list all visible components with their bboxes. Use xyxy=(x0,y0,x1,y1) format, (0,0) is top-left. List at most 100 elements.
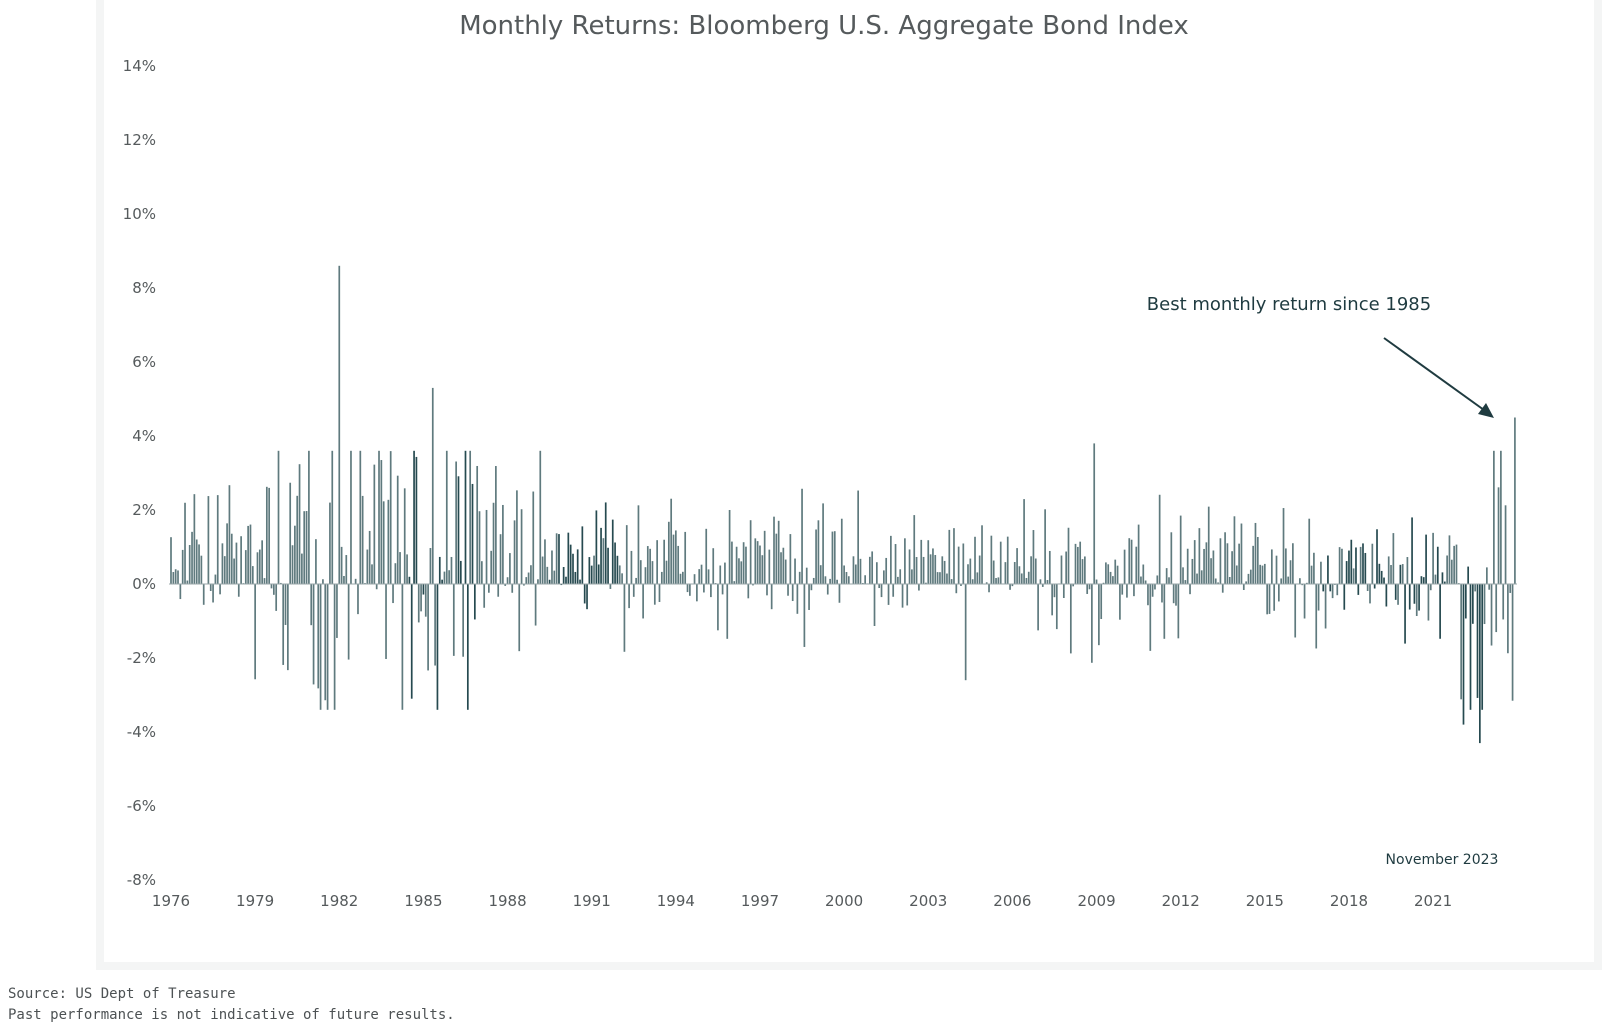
monthly-return-bar xyxy=(1044,509,1046,584)
monthly-return-bar xyxy=(1392,533,1395,584)
monthly-return-bar xyxy=(775,533,778,584)
monthly-return-bar xyxy=(635,577,637,584)
monthly-return-bar xyxy=(452,584,455,656)
monthly-return-bar xyxy=(401,584,404,710)
monthly-return-bar xyxy=(247,525,249,584)
monthly-return-bar xyxy=(1095,579,1098,584)
monthly-return-bar xyxy=(632,584,635,597)
monthly-return-bar xyxy=(990,535,993,584)
monthly-return-bar xyxy=(1137,524,1140,584)
monthly-return-bar xyxy=(1133,584,1135,597)
annotation-text: Best monthly return since 1985 xyxy=(1147,294,1431,315)
monthly-return-bar xyxy=(1088,584,1091,590)
monthly-return-bar xyxy=(1329,584,1332,592)
monthly-return-bar xyxy=(1037,584,1039,631)
monthly-return-bar xyxy=(392,584,394,604)
monthly-return-bar xyxy=(394,563,397,584)
monthly-return-bar xyxy=(492,502,495,584)
monthly-return-bar xyxy=(824,576,827,584)
monthly-return-bar xyxy=(410,584,413,699)
monthly-return-bar xyxy=(1425,534,1427,584)
monthly-return-bar xyxy=(590,565,593,584)
monthly-return-bar xyxy=(871,551,874,584)
monthly-return-bar xyxy=(1158,494,1161,584)
monthly-return-bar xyxy=(481,561,483,584)
monthly-return-bar xyxy=(885,557,888,584)
monthly-return-bar xyxy=(1324,584,1327,629)
monthly-return-bar xyxy=(1140,576,1142,584)
monthly-return-bar xyxy=(308,450,310,584)
monthly-return-bar xyxy=(1086,584,1089,594)
monthly-return-bar xyxy=(354,578,357,584)
monthly-return-bar xyxy=(1119,584,1121,620)
monthly-return-bar xyxy=(216,495,219,584)
monthly-return-bar xyxy=(859,558,862,584)
monthly-return-bar xyxy=(789,534,792,584)
monthly-return-bar xyxy=(1502,584,1505,620)
monthly-return-bar xyxy=(843,565,845,584)
monthly-return-bar xyxy=(759,545,761,584)
monthly-return-bar xyxy=(1263,563,1266,584)
monthly-return-bar xyxy=(1207,506,1210,584)
monthly-return-bar xyxy=(1032,530,1035,584)
monthly-return-bar xyxy=(359,450,362,584)
monthly-return-bar xyxy=(546,566,549,584)
monthly-return-bar xyxy=(434,584,436,666)
monthly-return-bar xyxy=(357,584,359,615)
monthly-return-bar xyxy=(974,536,976,584)
monthly-return-bar xyxy=(403,488,406,584)
monthly-return-bar xyxy=(1429,584,1432,591)
monthly-return-bar xyxy=(483,584,486,608)
monthly-return-bar xyxy=(581,526,584,584)
x-tick-label: 1982 xyxy=(320,892,358,910)
monthly-return-bar xyxy=(658,584,661,602)
monthly-return-bar xyxy=(597,564,600,584)
monthly-return-bar xyxy=(336,584,338,638)
monthly-return-bar xyxy=(1020,573,1023,584)
monthly-return-bar xyxy=(1013,562,1016,584)
monthly-return-bar xyxy=(808,584,810,610)
monthly-return-bar xyxy=(1224,532,1226,584)
monthly-return-bar xyxy=(684,531,687,584)
monthly-return-bar xyxy=(614,542,616,584)
monthly-return-bar xyxy=(1481,584,1484,710)
x-axis: 1976 1979 1982 1985 1988 1991 1994 1997 2000 2003… xyxy=(152,892,1452,910)
monthly-return-bar xyxy=(1030,556,1032,584)
monthly-return-bar xyxy=(878,584,881,589)
monthly-return-bar xyxy=(1355,547,1357,584)
monthly-return-bar xyxy=(943,560,946,584)
monthly-return-bar xyxy=(1390,565,1392,584)
monthly-return-bar xyxy=(1439,584,1441,639)
monthly-return-bar xyxy=(301,553,303,584)
monthly-return-bar xyxy=(572,553,574,584)
monthly-return-bar xyxy=(1126,584,1128,598)
monthly-return-bar xyxy=(927,540,930,584)
monthly-return-bar xyxy=(623,584,626,652)
monthly-return-bar xyxy=(992,560,995,584)
monthly-return-bar xyxy=(1338,547,1341,584)
monthly-return-bar xyxy=(1196,573,1198,584)
monthly-return-bar xyxy=(438,556,441,584)
monthly-return-bar xyxy=(873,584,876,626)
monthly-return-bar xyxy=(1486,567,1488,584)
monthly-return-bar xyxy=(906,584,909,606)
monthly-return-bar xyxy=(768,549,771,584)
monthly-return-bar xyxy=(1299,578,1301,584)
monthly-return-bar xyxy=(1488,584,1491,590)
monthly-return-bar xyxy=(1249,569,1252,584)
monthly-return-bar xyxy=(406,554,408,584)
monthly-return-bar xyxy=(742,542,745,584)
monthly-return-bar xyxy=(740,561,743,584)
monthly-return-bar xyxy=(936,572,939,584)
monthly-return-bar xyxy=(1149,584,1152,651)
monthly-return-bar xyxy=(649,548,651,584)
monthly-return-bar xyxy=(466,584,469,710)
monthly-return-bar xyxy=(670,498,673,584)
x-tick-label: 1994 xyxy=(657,892,695,910)
x-tick-label: 1985 xyxy=(404,892,442,910)
monthly-return-bar xyxy=(324,584,327,701)
monthly-return-bar xyxy=(1310,565,1313,584)
monthly-return-bar xyxy=(955,584,958,594)
monthly-return-bar xyxy=(815,529,817,584)
monthly-return-bar xyxy=(1179,515,1182,584)
